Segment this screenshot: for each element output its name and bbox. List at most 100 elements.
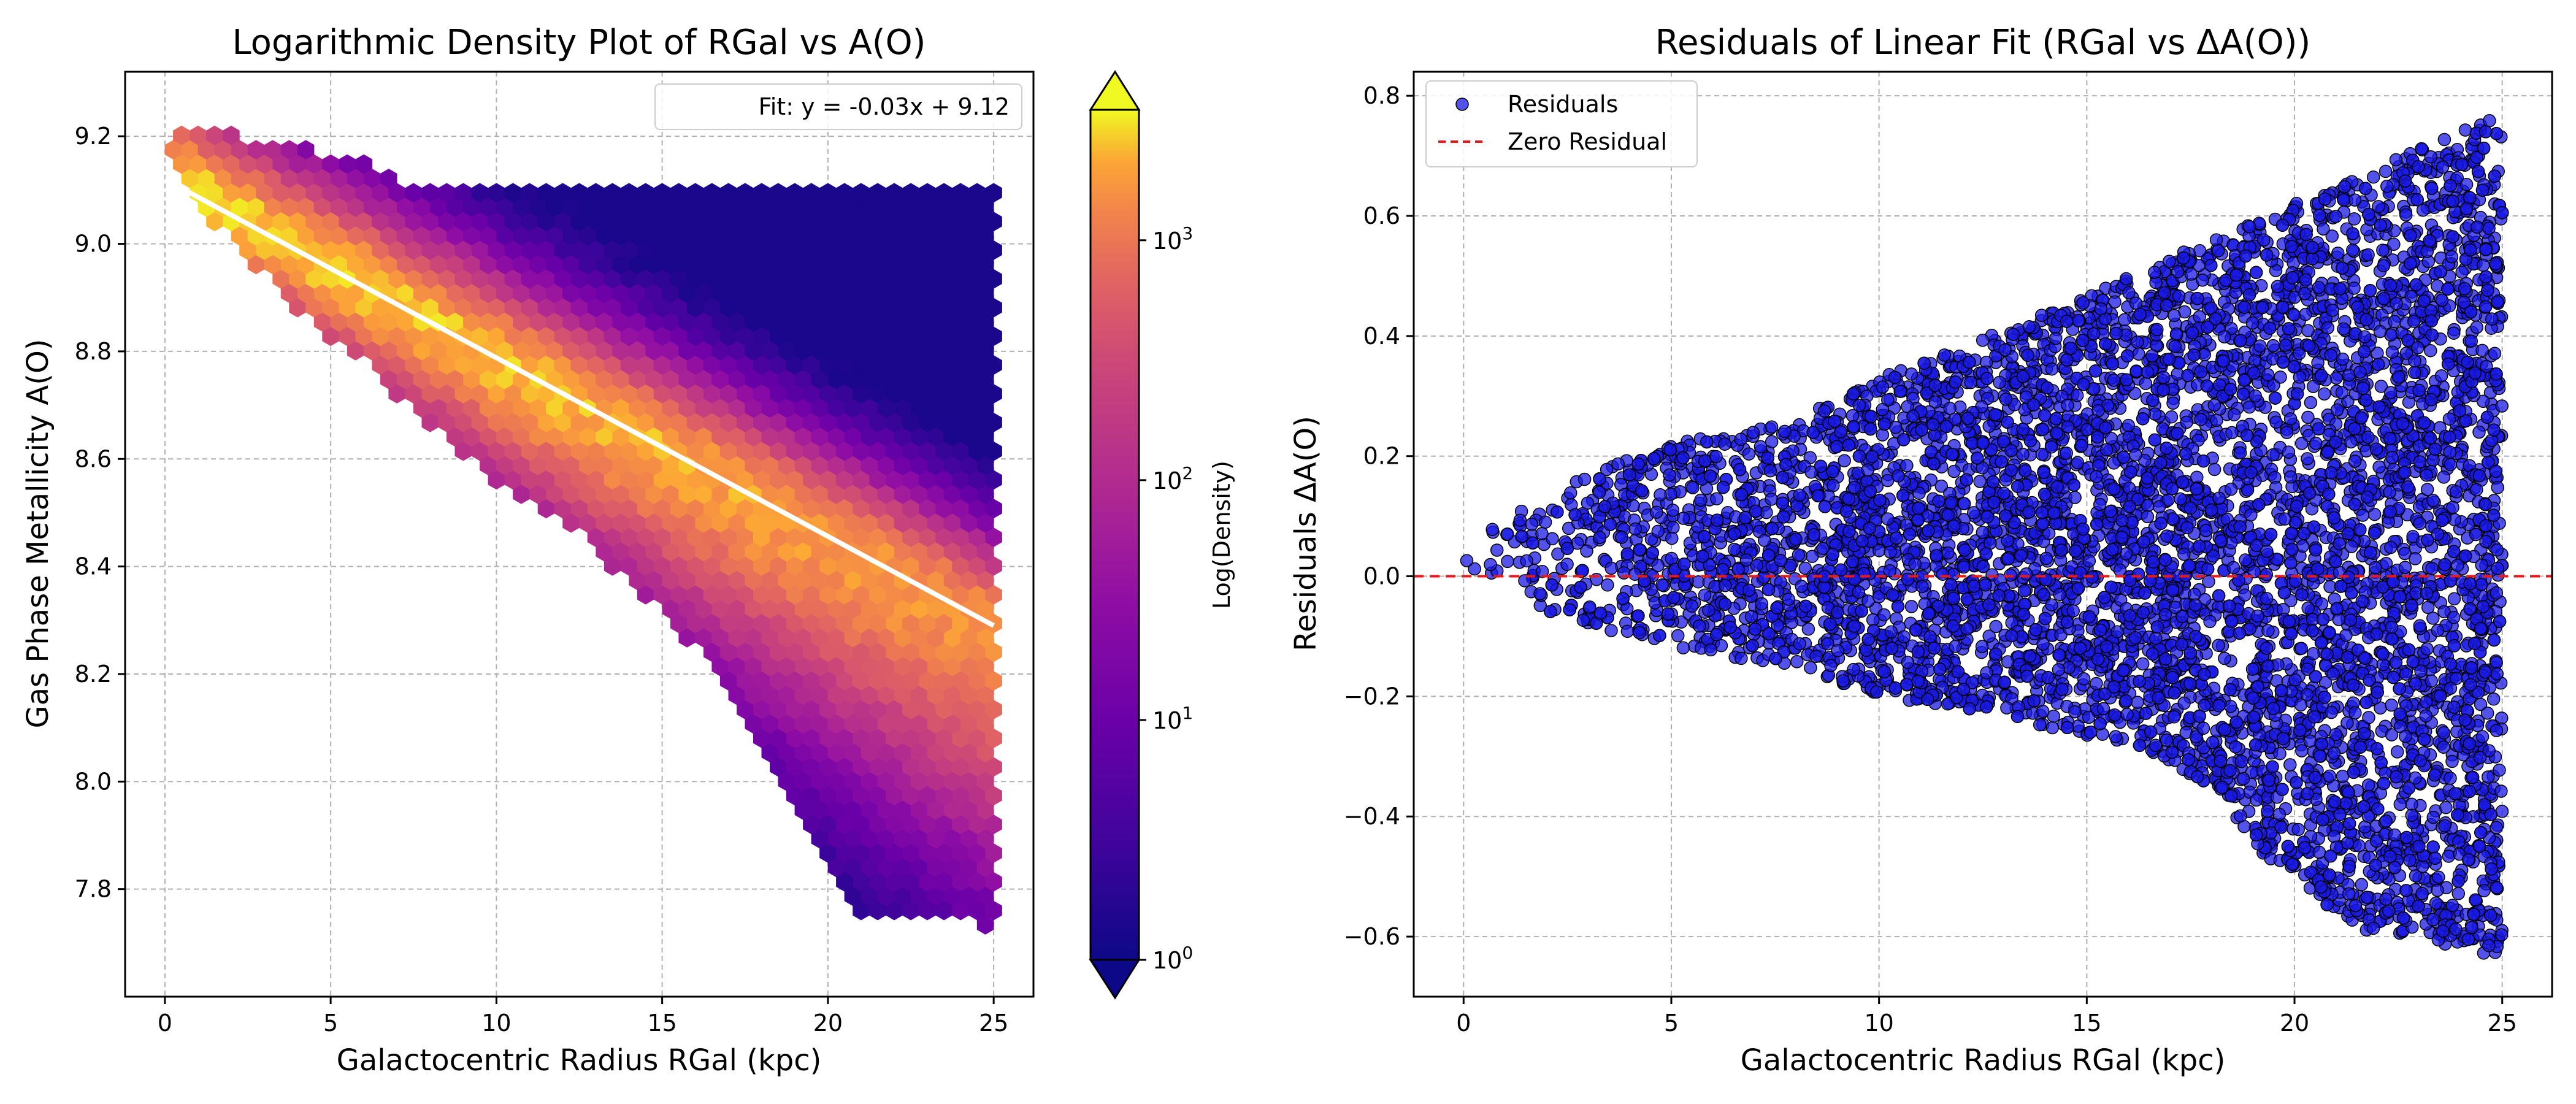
hexbin-cell: [811, 456, 829, 475]
hexbin-cell: [819, 843, 837, 863]
hexbin-cell: [546, 197, 563, 217]
hexbin-cell: [877, 714, 895, 734]
hexbin-cell: [836, 470, 853, 490]
hexbin-cell: [919, 872, 936, 892]
hexbin-cell: [670, 212, 688, 232]
hexbin-cell: [976, 340, 994, 361]
hexbin-cell: [803, 470, 820, 490]
hexbin-cell: [653, 183, 671, 203]
hexbin-cell: [537, 326, 555, 347]
hexbin-cell: [537, 240, 555, 260]
hexbin-cell: [985, 872, 1002, 892]
hexbin-cell: [454, 212, 472, 232]
hexbin-cell: [869, 412, 886, 432]
hexbin-cell: [670, 297, 688, 318]
hexbin-cell: [488, 384, 505, 404]
hexbin-cell: [952, 900, 969, 921]
hexbin-cell: [173, 154, 190, 174]
hexbin-cell: [347, 226, 364, 246]
residual-point: [2458, 123, 2472, 137]
hexbin-cell: [811, 255, 829, 275]
hexbin-cell: [529, 484, 546, 504]
hexbin-cell: [686, 212, 704, 232]
hexbin-cell: [894, 427, 911, 447]
hexbin-cell: [877, 398, 895, 418]
hexbin-cell: [322, 212, 339, 232]
hexbin-cell: [454, 183, 472, 203]
hexbin-cell: [604, 212, 621, 232]
hexbin-cell: [976, 283, 994, 304]
hexbin-cell: [803, 269, 820, 289]
hexbin-cell: [645, 513, 662, 533]
hexbin-cell: [811, 829, 829, 849]
hexbin-cell: [604, 326, 621, 347]
hexbin-cell: [562, 427, 580, 447]
hexbin-cell: [247, 140, 265, 159]
hexbin-cell: [902, 815, 919, 835]
hexbin-cell: [853, 441, 870, 461]
residual-point: [2372, 200, 2385, 213]
hexbin-cell: [869, 642, 886, 662]
hexbin-cell: [711, 456, 729, 475]
hexbin-cell: [206, 125, 223, 145]
hexbin-cell: [678, 283, 696, 304]
hexbin-cell: [853, 585, 870, 605]
hexbin-cell: [454, 269, 472, 289]
hexbin-cell: [206, 154, 223, 174]
hexbin-cell: [562, 197, 580, 217]
hexbin-cell: [480, 398, 497, 418]
hexbin-cell: [836, 183, 853, 203]
hexbin-cell: [737, 212, 754, 232]
hexbin-cell: [753, 212, 770, 232]
hexbin-cell: [794, 570, 812, 591]
hexbin-cell: [662, 340, 679, 361]
hexbin-cell: [421, 269, 439, 289]
hexbin-cell: [761, 513, 779, 533]
hexbin-cell: [645, 542, 662, 562]
hexbin-cell: [471, 412, 489, 432]
hexbin-cell: [803, 815, 820, 835]
hexbin-cell: [513, 427, 530, 447]
hexbin-cell: [579, 484, 596, 504]
hexbin-cell: [719, 671, 737, 691]
hexbin-cell: [786, 728, 803, 748]
hexbin-cell: [976, 628, 994, 648]
hexbin-cell: [952, 642, 969, 662]
hexbin-cell: [869, 527, 886, 547]
hexbin-cell: [803, 757, 820, 777]
hexbin-cell: [960, 857, 978, 878]
hexbin-cell: [761, 255, 779, 275]
hexbin-cell: [894, 456, 911, 475]
hexbin-cell: [794, 542, 812, 562]
residual-point: [2347, 212, 2361, 226]
hexbin-cell: [645, 255, 662, 275]
hexbin-cell: [686, 527, 704, 547]
hexbin-cell: [910, 369, 928, 389]
hexbin-cell: [927, 772, 945, 791]
residual-point: [2355, 878, 2369, 892]
hexbin-cell: [280, 169, 298, 188]
hexbin-cell: [297, 169, 315, 188]
residual-point: [1535, 564, 1549, 578]
hexbin-cell: [819, 815, 837, 835]
hexbin-cell: [711, 283, 729, 304]
hexbin-cell: [927, 857, 945, 878]
hexbin-cell: [471, 183, 489, 203]
hexbin-cell: [827, 456, 845, 475]
hexbin-cell: [488, 297, 505, 318]
hexbin-cell: [968, 556, 986, 576]
hexbin-cell: [935, 183, 953, 203]
hexbin-cell: [728, 542, 745, 562]
hexbin-cell: [587, 297, 605, 318]
hexbin-cell: [770, 700, 787, 719]
hexbin-cell: [968, 499, 986, 519]
hexbin-cell: [886, 527, 903, 547]
hexbin-cell: [719, 384, 737, 404]
hexbin-cell: [803, 326, 820, 347]
hexbin-cell: [819, 613, 837, 634]
x-tick-label: 5: [323, 1010, 338, 1037]
hexbin-cell: [645, 369, 662, 389]
residual-point: [2329, 371, 2343, 385]
hexbin-cell: [985, 412, 1002, 432]
